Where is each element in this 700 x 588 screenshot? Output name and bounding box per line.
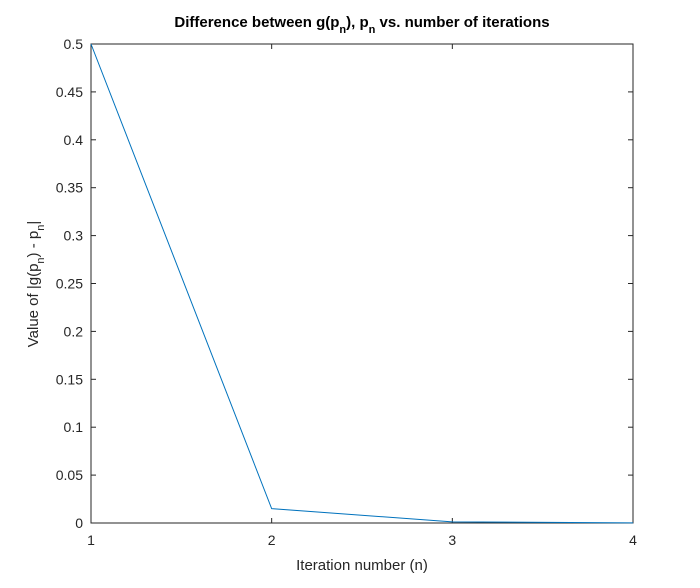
ylabel-part: | <box>25 221 42 225</box>
ylabel-subscript: n <box>35 257 47 263</box>
title-part: ), p <box>346 14 369 31</box>
ylabel-part: Value of |g(p <box>25 264 42 348</box>
y-tick-label: 0 <box>75 515 83 531</box>
x-tick-label: 3 <box>448 532 456 548</box>
ylabel-subscript: n <box>35 225 47 231</box>
series-group <box>90 43 634 524</box>
y-tick-label: 0.15 <box>56 371 83 387</box>
y-axis-label: Value of |g(pn) - pn| <box>25 221 47 348</box>
y-tick-label: 0.5 <box>64 36 84 52</box>
title-part: Difference between g(p <box>174 14 339 31</box>
chart-title: Difference between g(pn), pn vs. number … <box>174 14 549 36</box>
title-subscript: n <box>369 24 376 36</box>
y-tick-label: 0.1 <box>64 419 84 435</box>
ylabel-part: ) - p <box>25 231 42 258</box>
y-tick-label: 0.05 <box>56 467 83 483</box>
x-axis-label: Iteration number (n) <box>296 557 428 574</box>
axis-ticks: 1 2 3 4 0 0.05 0.1 0.15 0.2 0.25 0.3 0.35 0.4 0.45 0.5 <box>56 36 637 548</box>
y-tick-label: 0.25 <box>56 276 83 292</box>
series-line <box>90 43 634 524</box>
y-tick-label: 0.3 <box>64 228 84 244</box>
y-tick-label: 0.35 <box>56 180 83 196</box>
x-tick-label: 4 <box>629 532 637 548</box>
plot-area <box>90 43 634 524</box>
y-tick-label: 0.45 <box>56 84 83 100</box>
title-subscript: n <box>339 24 346 36</box>
title-part: vs. number of iterations <box>375 14 549 31</box>
x-tick-label: 2 <box>268 532 276 548</box>
y-tick-label: 0.4 <box>64 132 84 148</box>
y-tick-label: 0.2 <box>64 323 84 339</box>
x-tick-label: 1 <box>87 532 95 548</box>
